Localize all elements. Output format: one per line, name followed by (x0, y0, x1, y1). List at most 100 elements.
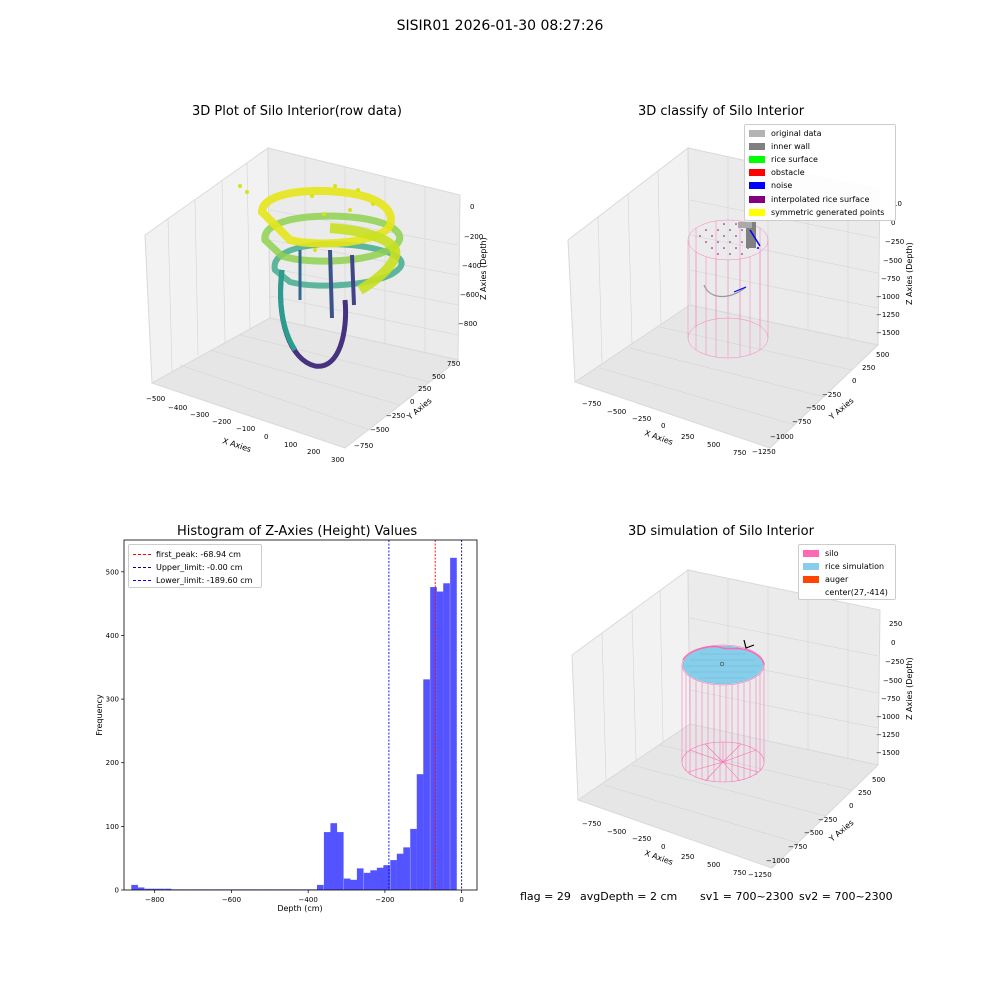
simulation-y-tick: −1000 (766, 857, 790, 865)
raw-y-tick: 750 (447, 360, 460, 368)
classify-y-tick: 0 (852, 377, 856, 385)
histogram-bar (370, 870, 377, 890)
simulation-rice-texture (686, 653, 760, 679)
simulation-y-tick: −750 (788, 843, 807, 851)
histogram-bar (436, 591, 444, 890)
raw-x-tick: −300 (190, 411, 209, 419)
raw-z-axis-label: Z Axies (Depth) (479, 237, 488, 300)
histogram-legend-item: Upper_limit: -0.00 cm (133, 561, 243, 573)
classify-legend-swatch (749, 169, 765, 177)
histogram-axes-frame (123, 539, 478, 891)
classify-legend-label: original data (771, 128, 822, 138)
histogram-y-tick-label: 400 (106, 632, 119, 640)
raw-y-tick: −250 (386, 412, 405, 420)
classify-legend: original data inner wall rice surface obsta… (744, 124, 896, 221)
classify-legend-swatch (749, 182, 765, 190)
status-sv1: sv1 = 700~2300 (700, 890, 794, 903)
simulation-x-tick: −750 (582, 820, 601, 828)
histogram-bar (383, 865, 391, 890)
classify-y-tick: −500 (806, 404, 825, 412)
classify-legend-label: obstacle (771, 168, 805, 178)
classify-y-tick: 250 (862, 364, 875, 372)
histogram-bar (390, 860, 397, 890)
classify-legend-label: interpolated rice surface (771, 194, 870, 204)
simulation-silo-rim (682, 645, 765, 666)
raw-x-tick: −400 (168, 404, 187, 412)
raw-x-tick: −200 (212, 418, 231, 426)
simulation-x-tick: 250 (681, 853, 694, 861)
classify-z-tick: 10 (893, 200, 902, 208)
raw-ring-upper (257, 186, 395, 248)
histogram-y-tick-label: 500 (106, 568, 119, 576)
simulation-center-marker (719, 661, 725, 667)
raw-axis-ticks: −500 −400 −300 −200 −100 0 100 200 300 7… (146, 203, 483, 464)
classify-x-tick: 0 (661, 422, 665, 430)
classify-legend-item: interpolated rice surface (749, 193, 869, 205)
raw-y-tick: 250 (418, 385, 431, 393)
legend-dashed-line-swatch (133, 579, 151, 581)
raw-y-tick: 500 (432, 373, 445, 381)
histogram-bar (336, 832, 344, 890)
simulation-z-tick: −250 (885, 658, 904, 666)
raw-plot-title: 3D Plot of Silo Interior(row data) (192, 104, 402, 119)
raw-x-tick: −100 (236, 425, 255, 433)
classify-rice-surface-curve (703, 284, 747, 298)
classify-legend-swatch (749, 208, 765, 216)
simulation-legend-label: center(27,-414) (825, 588, 888, 598)
simulation-center-arrow-icon (743, 639, 755, 649)
histogram-bar (164, 888, 172, 890)
classify-axis-ticks: −750 −500 −250 0 250 500 750 500 250 0 −… (582, 200, 904, 457)
histogram-bar (410, 828, 417, 890)
raw-z-tick: −800 (458, 320, 477, 328)
simulation-x-tick: −250 (632, 835, 651, 843)
histogram-bar (416, 774, 424, 890)
simulation-z-axis-label: Z Axies (Depth) (905, 657, 914, 720)
classify-y-tick: −750 (792, 418, 811, 426)
classify-x-tick: 500 (707, 441, 720, 449)
classify-legend-label: rice surface (771, 154, 818, 164)
histogram-legend-label: Lower_limit: -189.60 cm (156, 575, 253, 585)
classify-y-tick: 500 (876, 351, 889, 359)
simulation-axis-ticks: −750 −500 −250 0 250 500 750 500 250 0 −… (582, 620, 904, 879)
histogram-y-tick-label: 0 (115, 887, 119, 895)
histogram-y-tick-label: 200 (106, 759, 119, 767)
histogram-bar (376, 867, 384, 890)
histogram-bar (423, 679, 430, 890)
classify-legend-item: noise (749, 180, 792, 192)
histogram-bar (144, 888, 152, 890)
simulation-rice-surface (682, 645, 764, 685)
histogram-bar (157, 888, 165, 890)
simulation-y-tick: −500 (804, 829, 823, 837)
simulation-z-tick: 250 (889, 620, 902, 628)
simulation-x-tick: 750 (733, 869, 746, 877)
raw-y-tick: −750 (354, 442, 373, 450)
classify-legend-item: rice surface (749, 153, 818, 165)
classify-floor-pane (573, 304, 880, 449)
histogram-legend-label: first_peak: -68.94 cm (156, 549, 241, 559)
figure-title: SISIR01 2026-01-30 08:27:26 (396, 18, 604, 34)
raw-scatter-rings (257, 186, 405, 369)
histogram-bar (396, 853, 404, 890)
histogram-x-tick-label: 0 (459, 896, 463, 904)
raw-y-tick: −500 (370, 426, 389, 434)
histogram-bar (403, 847, 410, 890)
histogram-x-tick-label: −400 (299, 896, 318, 904)
raw-ring-outer-band (329, 223, 401, 295)
histogram-y-tick-label: 300 (106, 696, 119, 704)
simulation-legend-label: auger (825, 574, 849, 584)
histogram-bar (350, 879, 358, 890)
histogram-bar (323, 832, 331, 890)
raw-ring-lower (271, 241, 405, 289)
histogram-x-tick-label: −600 (222, 896, 241, 904)
simulation-plot-title: 3D simulation of Silo Interior (628, 524, 814, 539)
histogram-bar (131, 884, 138, 890)
simulation-x-tick: 0 (661, 843, 665, 851)
classify-z-tick: −750 (881, 275, 900, 283)
classify-legend-item: original data (749, 127, 821, 139)
simulation-legend-label: rice simulation (825, 561, 885, 571)
histogram-bar (356, 868, 364, 890)
